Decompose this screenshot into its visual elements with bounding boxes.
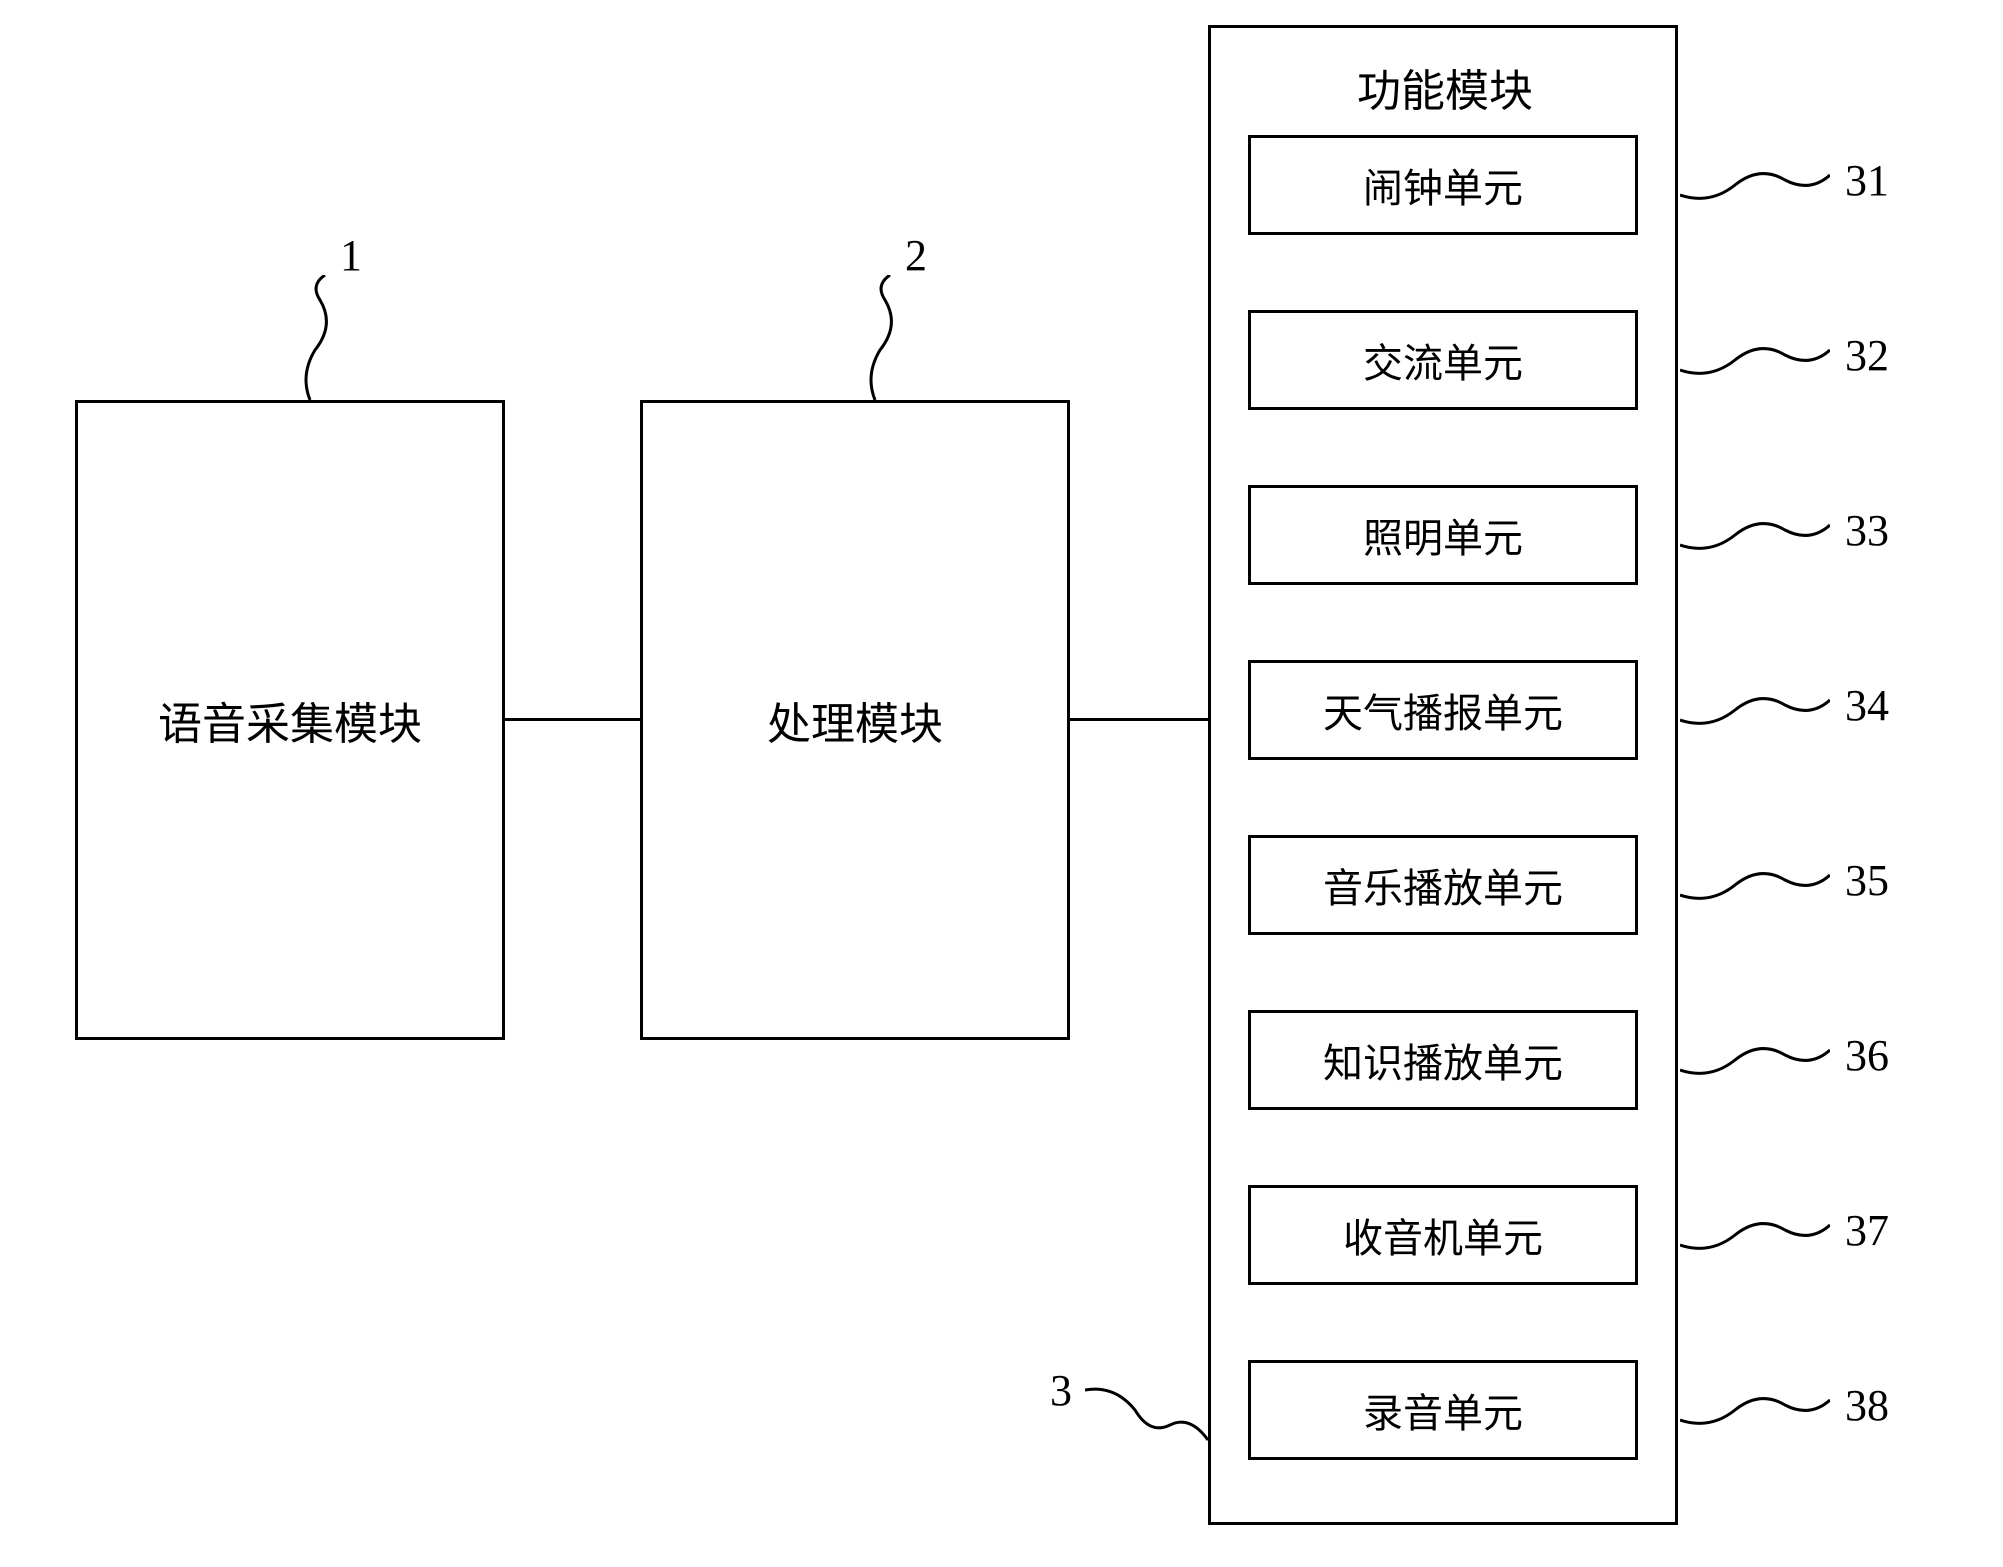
leader-ref-37 — [1680, 1195, 1830, 1275]
leader-ref-38 — [1680, 1370, 1830, 1450]
ref-35-label: 35 — [1845, 855, 1889, 906]
ref-34-label: 34 — [1845, 680, 1889, 731]
leader-ref-33 — [1680, 495, 1830, 575]
leader-ref-3 — [1085, 1380, 1210, 1470]
ref-33-label: 33 — [1845, 505, 1889, 556]
leader-ref-31 — [1680, 145, 1830, 225]
function-module-title: 功能模块 — [1345, 55, 1545, 119]
connector-2-3 — [1070, 718, 1208, 721]
function-module-container — [1208, 25, 1678, 1525]
ref-3-label: 3 — [1050, 1365, 1072, 1416]
ref-2-label: 2 — [905, 230, 927, 281]
process-module-label: 处理模块 — [767, 688, 943, 752]
unit-box-34: 天气播报单元 — [1248, 660, 1638, 760]
unit-label-35: 音乐播放单元 — [1323, 856, 1563, 914]
unit-box-33: 照明单元 — [1248, 485, 1638, 585]
ref-36-label: 36 — [1845, 1030, 1889, 1081]
unit-label-34: 天气播报单元 — [1323, 681, 1563, 739]
ref-37-label: 37 — [1845, 1205, 1889, 1256]
unit-label-32: 交流单元 — [1363, 331, 1523, 389]
unit-box-31: 闹钟单元 — [1248, 135, 1638, 235]
unit-label-33: 照明单元 — [1363, 506, 1523, 564]
unit-label-31: 闹钟单元 — [1363, 156, 1523, 214]
leader-ref-35 — [1680, 845, 1830, 925]
unit-label-36: 知识播放单元 — [1323, 1031, 1563, 1089]
leader-ref-2 — [845, 275, 925, 400]
connector-1-2 — [505, 718, 640, 721]
unit-box-38: 录音单元 — [1248, 1360, 1638, 1460]
ref-31-label: 31 — [1845, 155, 1889, 206]
leader-ref-32 — [1680, 320, 1830, 400]
leader-ref-34 — [1680, 670, 1830, 750]
ref-38-label: 38 — [1845, 1380, 1889, 1431]
unit-box-32: 交流单元 — [1248, 310, 1638, 410]
leader-ref-1 — [280, 275, 360, 400]
voice-module-label: 语音采集模块 — [158, 688, 422, 752]
unit-box-35: 音乐播放单元 — [1248, 835, 1638, 935]
process-module-box: 处理模块 — [640, 400, 1070, 1040]
unit-box-37: 收音机单元 — [1248, 1185, 1638, 1285]
unit-label-37: 收音机单元 — [1343, 1206, 1543, 1264]
ref-1-label: 1 — [340, 230, 362, 281]
unit-label-38: 录音单元 — [1363, 1381, 1523, 1439]
voice-module-box: 语音采集模块 — [75, 400, 505, 1040]
ref-32-label: 32 — [1845, 330, 1889, 381]
unit-box-36: 知识播放单元 — [1248, 1010, 1638, 1110]
leader-ref-36 — [1680, 1020, 1830, 1100]
